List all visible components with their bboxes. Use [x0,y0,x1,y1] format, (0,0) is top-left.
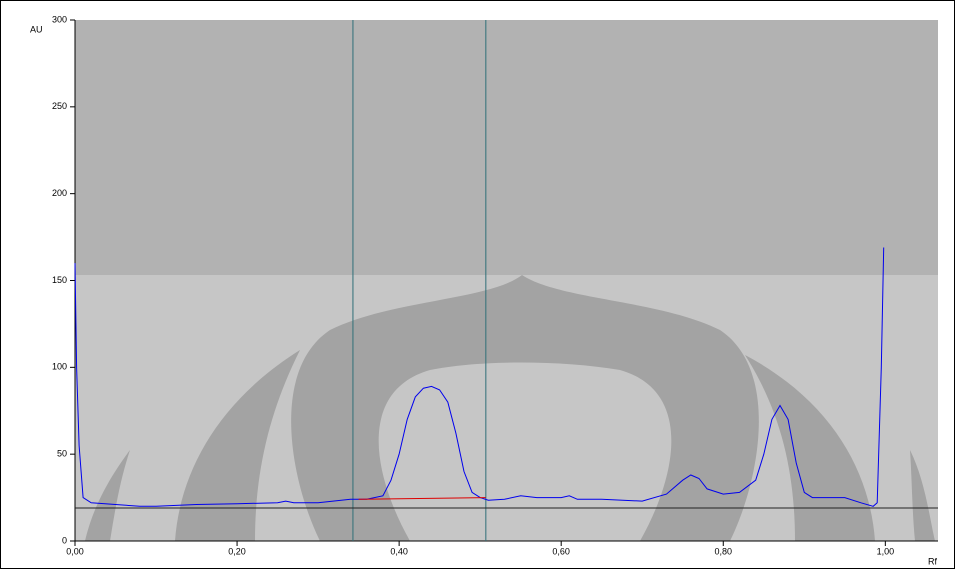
plot-area-upper [75,20,938,275]
y-axis-label: AU [30,24,43,34]
x-tick-label: 0,40 [390,546,408,556]
x-axis-label: Rf [928,556,937,566]
x-tick-label: 0,60 [552,546,570,556]
x-tick-label: 1,00 [877,546,895,556]
x-tick-label: 0,20 [228,546,246,556]
y-tick-label: 0 [62,535,67,545]
x-tick-label: 0,00 [66,546,84,556]
x-tick-label: 0,80 [714,546,732,556]
y-tick-label: 300 [52,14,67,24]
y-tick-label: 200 [52,188,67,198]
y-tick-label: 250 [52,101,67,111]
y-tick-label: 150 [52,275,67,285]
chart: AU Rf 0 50 100 150 200 250 300 0,00 0,20 0,40 0,60… [0,0,955,569]
y-tick-label: 50 [57,449,67,459]
y-tick-label: 100 [52,362,67,372]
